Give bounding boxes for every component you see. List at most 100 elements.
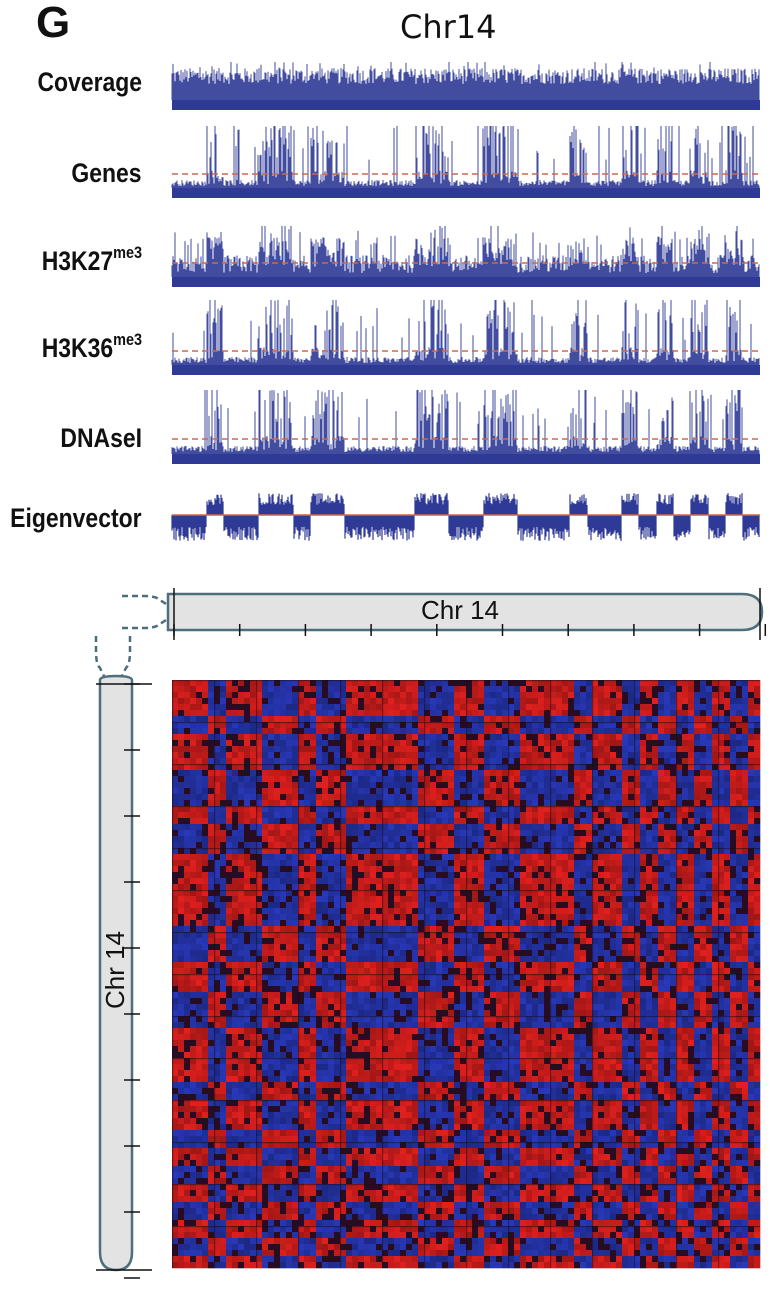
heatmap-cell (688, 680, 695, 687)
heatmap-cell (724, 692, 731, 699)
heatmap-cell (700, 752, 707, 759)
heatmap-cell (664, 758, 671, 765)
heatmap-cell (520, 722, 527, 729)
heatmap-cell (262, 716, 269, 723)
heatmap-cell (334, 692, 341, 699)
heatmap-cell (676, 710, 683, 717)
heatmap-cell (568, 740, 575, 747)
heatmap-cell (406, 734, 413, 741)
heatmap-cell (682, 758, 689, 765)
heatmap-cell (478, 722, 485, 729)
heatmap-cell (238, 746, 245, 753)
heatmap-cell (400, 746, 407, 753)
heatmap-cell (484, 740, 491, 747)
heatmap-cell (280, 680, 287, 687)
heatmap-cell (586, 746, 593, 753)
heatmap-cell (562, 740, 569, 747)
heatmap-cell (202, 722, 209, 729)
heatmap-cell (742, 680, 749, 687)
heatmap-cell (418, 728, 425, 735)
heatmap-cell (472, 746, 479, 753)
heatmap-cell (544, 758, 551, 765)
heatmap-cell (544, 752, 551, 759)
heatmap-cell (532, 716, 539, 723)
heatmap-cell (310, 758, 317, 765)
heatmap-cell (622, 680, 629, 687)
heatmap-cell (184, 728, 191, 735)
heatmap-cell (682, 692, 689, 699)
heatmap-cell (592, 692, 599, 699)
heatmap-cell (364, 752, 371, 759)
heatmap-cell (718, 740, 725, 747)
heatmap-cell (718, 734, 725, 741)
heatmap-cell (238, 752, 245, 759)
heatmap-cell (592, 704, 599, 711)
heatmap-cell (232, 758, 239, 765)
heatmap-cell (190, 740, 197, 747)
heatmap-cell (232, 686, 239, 693)
heatmap-cell (394, 698, 401, 705)
heatmap-cell (532, 758, 539, 765)
heatmap-cell (652, 740, 659, 747)
heatmap-cell (508, 680, 515, 687)
heatmap-cell (394, 746, 401, 753)
heatmap-cell (442, 722, 449, 729)
heatmap-cell (508, 716, 515, 723)
heatmap-cell (298, 746, 305, 753)
heatmap-cell (682, 698, 689, 705)
heatmap-cell (340, 680, 347, 687)
heatmap-cell (286, 722, 293, 729)
heatmap-cell (406, 710, 413, 717)
heatmap-cell (400, 728, 407, 735)
heatmap-cell (598, 752, 605, 759)
heatmap-cell (478, 680, 485, 687)
heatmap-cell (430, 728, 437, 735)
heatmap-cell (346, 710, 353, 717)
heatmap-cell (628, 698, 635, 705)
heatmap-cell (436, 740, 443, 747)
heatmap-cell (706, 680, 713, 687)
heatmap-cell (352, 728, 359, 735)
heatmap-cell (670, 746, 677, 753)
heatmap-cell (358, 728, 365, 735)
heatmap-cell (376, 710, 383, 717)
heatmap-cell (586, 728, 593, 735)
chromosome-horizontal-body (166, 592, 764, 632)
heatmap-cell (190, 746, 197, 753)
heatmap-cell (346, 740, 353, 747)
heatmap-cell (664, 692, 671, 699)
heatmap-cell (550, 680, 557, 687)
heatmap-cell (256, 680, 263, 687)
heatmap-cell (670, 710, 677, 717)
heatmap-cell (460, 752, 467, 759)
heatmap-cell (304, 716, 311, 723)
heatmap-cell (274, 704, 281, 711)
heatmap-cell (502, 740, 509, 747)
heatmap-cell (412, 686, 419, 693)
chromosome-horizontal-ticks (173, 588, 767, 640)
heatmap-cell (736, 752, 743, 759)
heatmap-cell (322, 680, 329, 687)
track-eigenvector (171, 493, 760, 541)
heatmap-cell (370, 728, 377, 735)
heatmap-cell (262, 692, 269, 699)
heatmap-cell (448, 686, 455, 693)
heatmap-cell (196, 722, 203, 729)
heatmap-cell (382, 722, 389, 729)
heatmap-cell (298, 692, 305, 699)
heatmap-cell (658, 722, 665, 729)
heatmap-cell (616, 698, 623, 705)
heatmap-cell (214, 722, 221, 729)
heatmap-cell (310, 680, 317, 687)
heatmap-cell (286, 728, 293, 735)
heatmap-cell (280, 716, 287, 723)
heatmap-cell (592, 752, 599, 759)
heatmap-cell (460, 710, 467, 717)
heatmap-cell (628, 692, 635, 699)
heatmap-cell (208, 686, 215, 693)
heatmap-cell (244, 734, 251, 741)
heatmap-cell (214, 728, 221, 735)
heatmap-cell (478, 698, 485, 705)
heatmap-cell (268, 716, 275, 723)
heatmap-cell (238, 704, 245, 711)
